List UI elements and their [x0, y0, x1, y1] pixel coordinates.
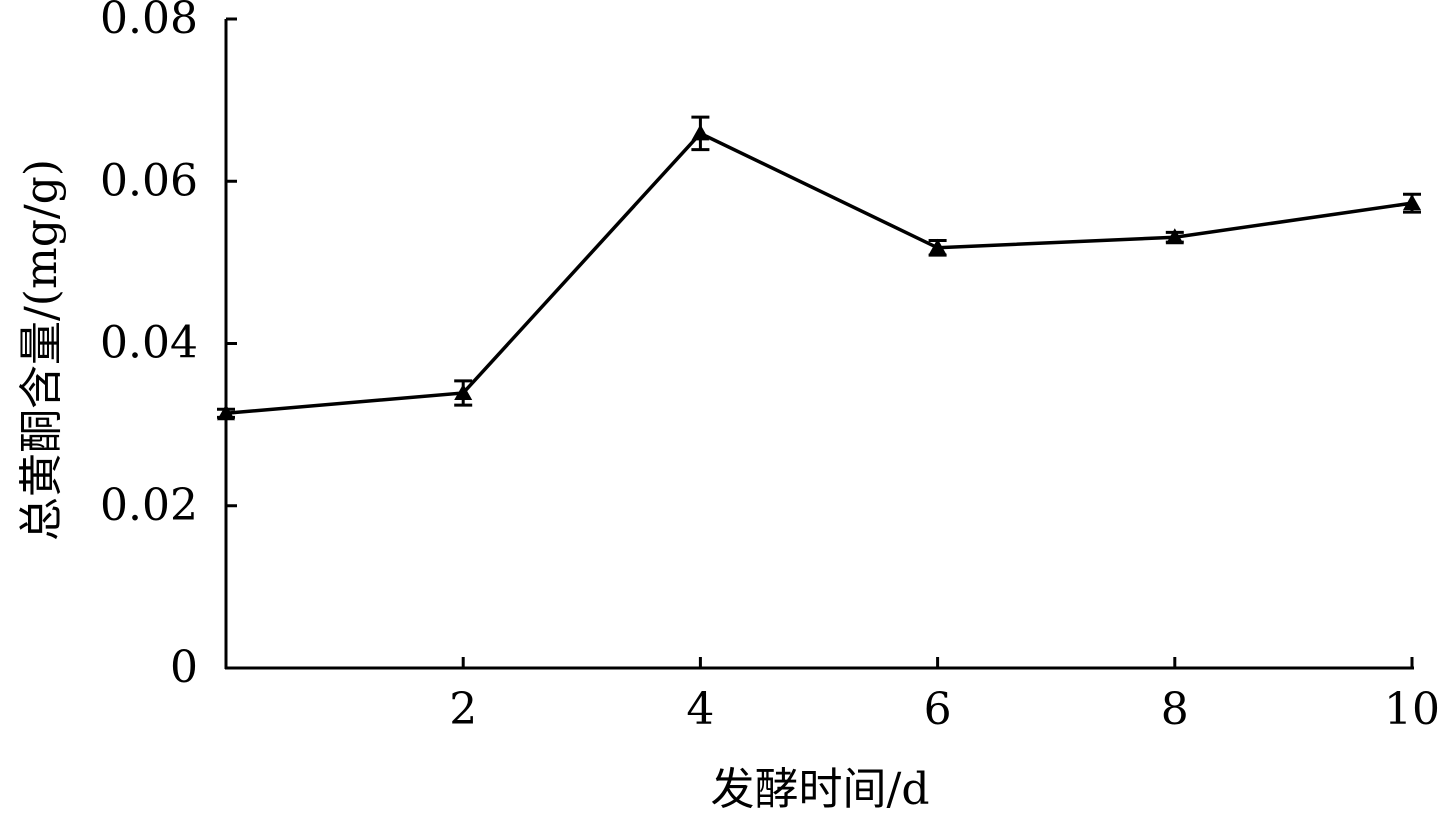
data-point-triangle [691, 124, 710, 141]
data-point-triangle [1403, 194, 1421, 211]
data-point-triangle [928, 238, 947, 255]
y-tick-label: 0.06 [100, 155, 198, 206]
data-point-triangle [1165, 228, 1184, 245]
data-point-triangle [454, 383, 473, 400]
x-tick-label: 10 [1384, 684, 1440, 735]
y-tick-label: 0 [170, 642, 198, 693]
y-tick-label: 0.04 [100, 318, 198, 369]
x-tick-label: 8 [1161, 684, 1189, 735]
tick-labels: 0 0.02 0.04 0.06 0.08 2 4 6 8 10 [100, 0, 1440, 735]
series-line [225, 131, 1413, 416]
y-tick-label: 0.02 [100, 480, 198, 531]
data-point-triangle [217, 404, 235, 421]
data-marks [217, 115, 1421, 421]
y-tick-label: 0.08 [100, 0, 198, 44]
x-axis-label: 发酵时间/d [711, 764, 930, 814]
x-tick-label: 6 [924, 684, 952, 735]
axes [224, 17, 1414, 670]
x-tick-label: 2 [449, 684, 477, 735]
y-axis-label: 总黄酮含量/(mg/g) [16, 159, 67, 541]
x-tick-label: 4 [686, 684, 714, 735]
